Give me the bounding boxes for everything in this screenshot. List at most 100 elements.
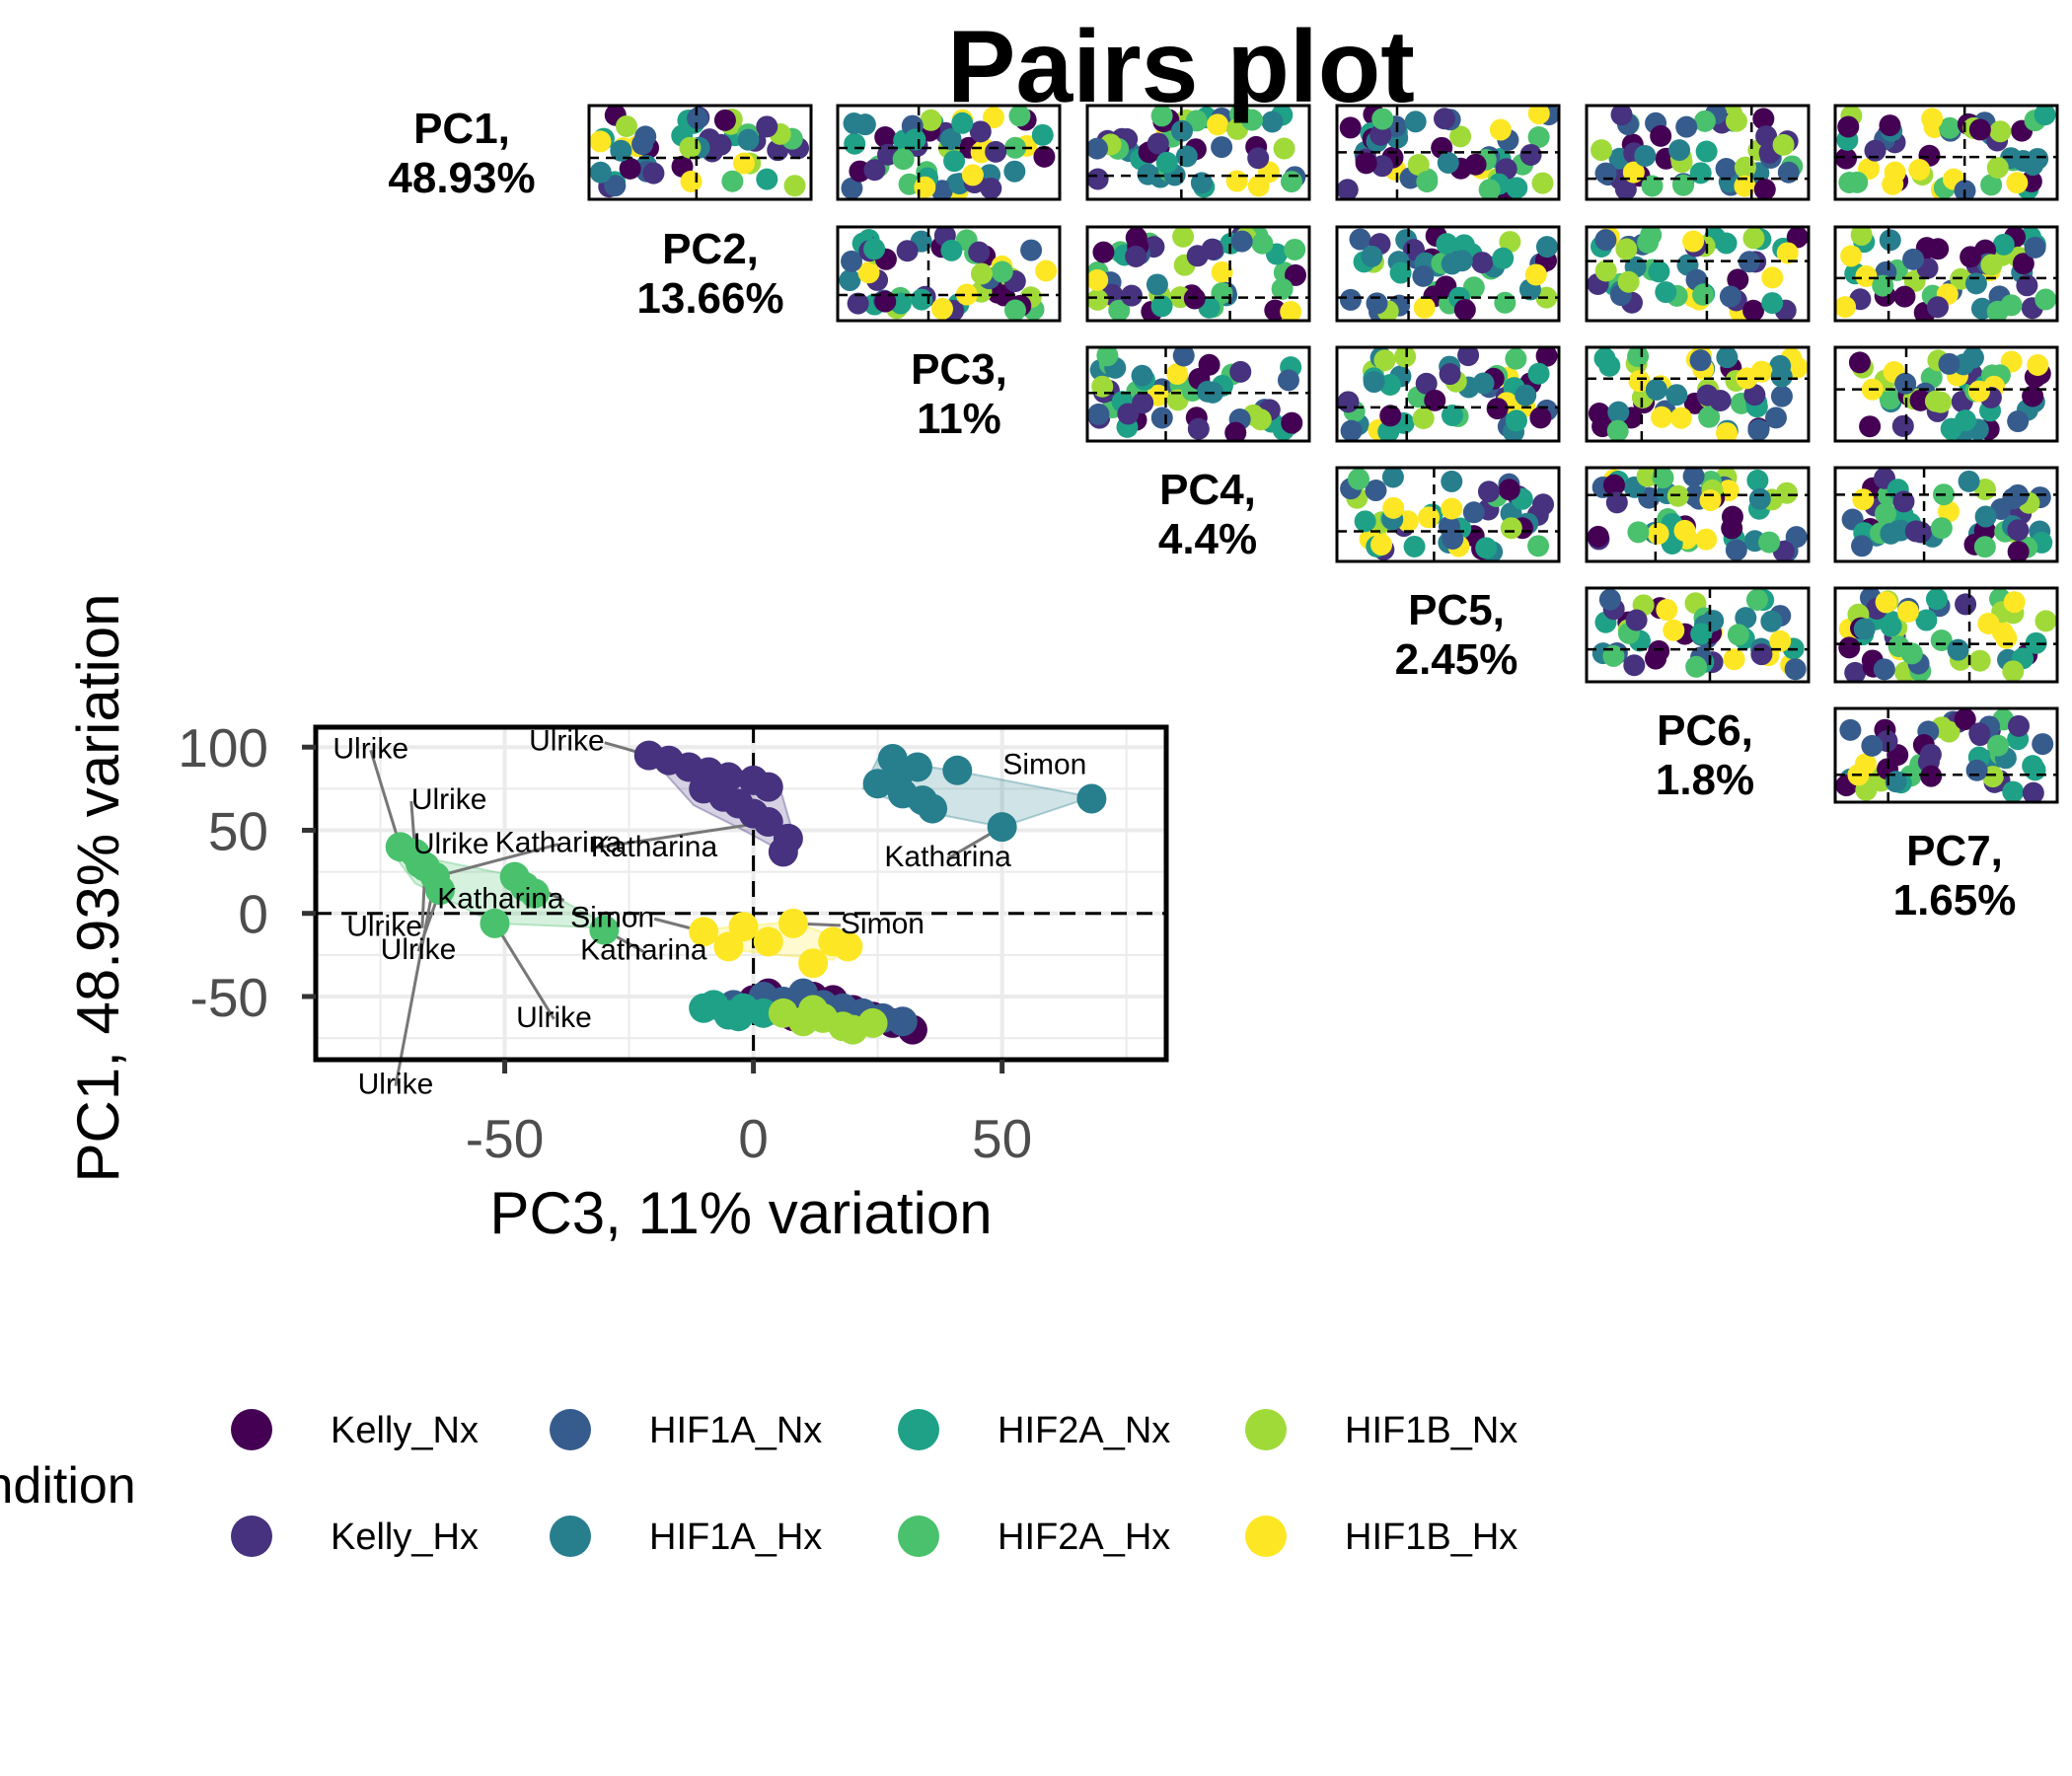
panel-point <box>844 132 866 155</box>
panel-border <box>1335 345 1561 443</box>
panel-point <box>1264 299 1287 321</box>
panel-point <box>940 239 963 261</box>
pairs-panel <box>1833 345 2059 443</box>
plot-border <box>313 724 1169 1063</box>
point-label: Ulrike <box>358 1069 434 1101</box>
panel-point <box>1838 172 1861 194</box>
diagonal-label-pct: 11% <box>917 395 1001 443</box>
panel-point <box>1761 266 1784 289</box>
panel-point <box>1614 178 1637 199</box>
legend-swatch-Kelly_Hx <box>231 1516 272 1557</box>
panel-point <box>1464 153 1487 176</box>
panel-point <box>1008 106 1031 127</box>
legend-swatch-HIF1B_Nx <box>1245 1409 1287 1450</box>
panel-point <box>1851 535 1874 557</box>
panel-point <box>1900 642 1923 665</box>
panel-point <box>1641 175 1664 197</box>
legend-label: HIF2A_Hx <box>998 1517 1170 1558</box>
panel-point <box>1394 347 1417 368</box>
panel-point <box>1879 388 1901 410</box>
panel-point <box>1535 347 1558 367</box>
panel-point <box>2007 519 2030 542</box>
panel-point <box>1747 418 1770 441</box>
panel-point <box>1873 658 1895 681</box>
panel-point <box>1225 170 1248 192</box>
panel-point <box>930 180 953 199</box>
legend-label: HIF1B_Hx <box>1345 1517 1517 1558</box>
panel-point <box>1930 517 1953 540</box>
panel-border <box>1833 586 2059 684</box>
panel-point <box>1725 539 1747 561</box>
label-connector <box>493 923 555 1020</box>
pairs-panel <box>1585 586 1811 684</box>
panel-point <box>1939 116 1961 139</box>
panel-point <box>1692 283 1715 306</box>
panel-point <box>1273 137 1295 160</box>
panel-point <box>2006 172 2029 194</box>
panel-points <box>1588 347 1809 441</box>
panel-points <box>1087 106 1306 198</box>
panel-point <box>2002 487 2025 510</box>
panel-point <box>1973 536 1996 558</box>
panel-point <box>1968 722 1991 745</box>
panel-point <box>2022 385 2044 407</box>
legend-label: HIF2A_Nx <box>998 1410 1170 1451</box>
panel-point <box>874 126 897 149</box>
panel-point <box>1370 155 1393 178</box>
diagonal-label-name: PC4, <box>1159 466 1256 514</box>
point-HIF1B_Hx <box>777 908 808 938</box>
panel-point <box>1772 133 1795 156</box>
panel-point <box>1381 468 1404 488</box>
pairs-panel <box>587 104 813 201</box>
panel-point <box>680 170 703 192</box>
panel-point <box>1588 403 1610 425</box>
legend-label: HIF1A_Hx <box>649 1517 822 1558</box>
panel-point <box>1434 108 1456 130</box>
panel-point <box>1602 474 1625 496</box>
panel-point <box>1355 152 1377 175</box>
panel-point <box>1750 643 1773 666</box>
panel-point <box>1150 106 1173 127</box>
panel-point <box>1594 259 1617 282</box>
point-HIF2A_Hx <box>425 875 456 906</box>
panel-point <box>1926 296 1949 319</box>
legend-label: HIF1B_Nx <box>1345 1410 1517 1451</box>
panel-point <box>1211 260 1233 283</box>
panel-point <box>1240 109 1263 131</box>
diagonal-labels: PC1,48.93% PC2,13.66% PC3,11% PC4,4.4% PC5,2… <box>388 105 2016 925</box>
panel-point <box>1748 487 1771 510</box>
panel-point <box>853 113 876 136</box>
panel-point <box>709 133 732 156</box>
panel-point <box>1605 491 1628 514</box>
pairs-panel <box>1833 706 2059 804</box>
panel-points <box>1591 106 1804 199</box>
y-axis-title: PC1, 48.93% variation <box>65 593 131 1182</box>
panel-point <box>604 175 627 197</box>
panel-point <box>1745 588 1768 611</box>
point-label: Katharina <box>437 883 564 916</box>
panel-point <box>1682 468 1705 487</box>
panel-point <box>1277 369 1299 392</box>
panel-points <box>841 106 1056 199</box>
panel-points <box>839 227 1058 321</box>
panel-point <box>1992 233 2015 256</box>
panel-point <box>1594 162 1617 185</box>
panel-point <box>1668 139 1691 162</box>
panel-points <box>1841 468 2053 561</box>
panel-point <box>896 240 919 262</box>
pairs-panel <box>1585 225 1811 323</box>
panel-point <box>1902 248 1925 270</box>
panel-point <box>1861 734 1884 757</box>
panel-point <box>1727 268 1749 291</box>
panel-point <box>1606 419 1629 441</box>
panel-point <box>1412 264 1435 287</box>
point-HIF1B_Hx <box>798 948 829 979</box>
panel-border <box>1833 225 2059 323</box>
panel-point <box>1880 522 1902 545</box>
panel-point <box>1986 156 2009 179</box>
panel-border <box>1585 586 1811 684</box>
panel-point <box>1415 372 1438 395</box>
panel-point <box>737 128 760 151</box>
panel-point <box>1786 227 1809 249</box>
